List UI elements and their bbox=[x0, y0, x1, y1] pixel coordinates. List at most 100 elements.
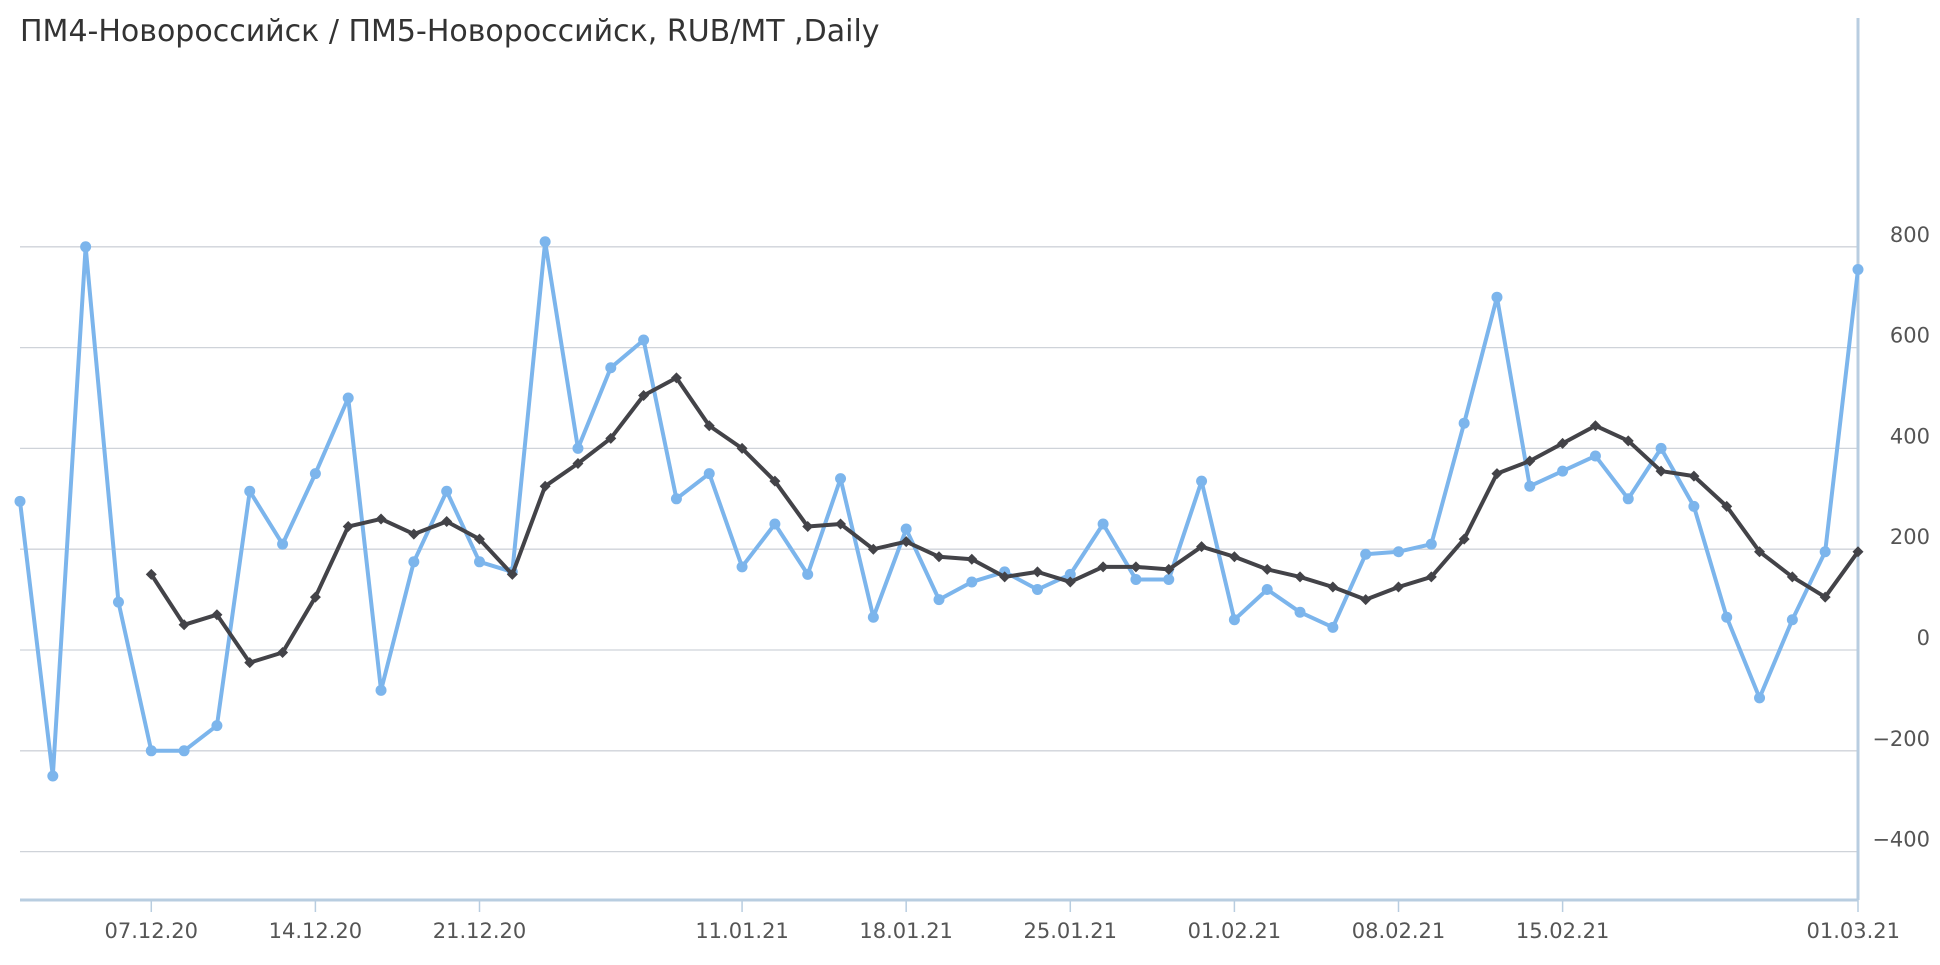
data-point bbox=[605, 432, 617, 444]
data-point bbox=[1064, 568, 1076, 580]
data-point bbox=[441, 485, 453, 497]
data-point bbox=[1524, 480, 1536, 492]
data-point bbox=[474, 556, 485, 568]
chart-title: ПМ4-Новороссийск / ПМ5-Новороссийск, RUB… bbox=[20, 14, 880, 49]
data-point bbox=[1130, 573, 1142, 585]
data-point bbox=[1589, 420, 1601, 432]
data-point bbox=[1819, 591, 1831, 603]
data-point bbox=[1031, 566, 1043, 578]
data-point bbox=[1294, 571, 1306, 583]
gridlines bbox=[20, 246, 1858, 853]
data-point bbox=[1655, 465, 1667, 477]
data-point bbox=[309, 468, 321, 480]
data-point bbox=[900, 536, 912, 548]
series-layer bbox=[14, 236, 1864, 782]
data-point bbox=[1622, 493, 1634, 505]
data-point bbox=[211, 609, 223, 621]
data-point bbox=[572, 442, 584, 454]
y-tick-label: 0 bbox=[1917, 626, 1930, 650]
x-tick-label: 01.02.21 bbox=[1188, 919, 1282, 943]
data-point bbox=[1458, 533, 1470, 545]
data-point bbox=[1852, 546, 1864, 558]
data-point bbox=[244, 485, 256, 497]
data-point bbox=[1130, 561, 1142, 573]
data-point bbox=[1327, 581, 1339, 593]
data-point bbox=[1261, 563, 1273, 575]
data-point bbox=[1360, 594, 1372, 606]
data-point bbox=[867, 611, 879, 623]
data-point bbox=[1754, 546, 1766, 558]
series-line bbox=[18, 239, 1860, 778]
data-point bbox=[1589, 450, 1601, 462]
data-point bbox=[1360, 548, 1372, 560]
y-tick-label: −400 bbox=[1872, 828, 1930, 852]
data-point bbox=[1786, 614, 1798, 626]
data-point bbox=[211, 720, 223, 732]
data-point bbox=[277, 647, 289, 659]
x-tick-label: 15.02.21 bbox=[1516, 919, 1610, 943]
data-point bbox=[1196, 541, 1208, 553]
data-point bbox=[933, 551, 945, 563]
x-tick-label: 07.12.20 bbox=[105, 919, 199, 943]
data-point bbox=[408, 556, 420, 568]
x-tick-label: 01.03.21 bbox=[1806, 919, 1900, 943]
data-point bbox=[178, 745, 190, 757]
data-point bbox=[1491, 291, 1503, 303]
data-point bbox=[1163, 573, 1175, 585]
data-point bbox=[1721, 611, 1733, 623]
y-tick-label: 200 bbox=[1890, 525, 1930, 549]
data-point bbox=[1031, 584, 1043, 596]
y-tick-label: 400 bbox=[1890, 424, 1930, 448]
x-tick-label: 14.12.20 bbox=[269, 919, 363, 943]
data-point bbox=[1819, 546, 1831, 558]
data-point bbox=[1754, 692, 1766, 704]
data-point bbox=[309, 591, 321, 603]
data-point bbox=[145, 745, 157, 757]
axes bbox=[20, 18, 1860, 912]
data-point bbox=[1393, 546, 1404, 558]
data-point bbox=[1458, 417, 1470, 429]
data-point bbox=[867, 543, 879, 555]
x-tick-label: 25.01.21 bbox=[1024, 919, 1118, 943]
tick-labels: −400 −200 0 200 400 600 800 07.12.20 14.12.20 21.… bbox=[105, 223, 1930, 943]
data-point bbox=[1622, 435, 1634, 447]
data-point bbox=[1425, 571, 1437, 583]
x-tick-label: 11.01.21 bbox=[695, 919, 789, 943]
data-point bbox=[80, 241, 92, 253]
data-point bbox=[1163, 563, 1175, 575]
data-point bbox=[1524, 455, 1536, 467]
data-point bbox=[1655, 442, 1667, 454]
data-point bbox=[244, 657, 256, 669]
data-point bbox=[900, 523, 912, 535]
data-point bbox=[703, 468, 715, 480]
data-point bbox=[506, 568, 518, 580]
data-point bbox=[1491, 468, 1503, 480]
data-point bbox=[999, 571, 1011, 583]
series-line bbox=[149, 375, 1860, 665]
data-point bbox=[1196, 475, 1208, 487]
data-point bbox=[802, 568, 814, 580]
data-point bbox=[605, 362, 617, 374]
data-point bbox=[112, 596, 124, 608]
data-point bbox=[1688, 470, 1700, 482]
x-tick-label: 08.02.21 bbox=[1352, 919, 1446, 943]
x-tick-label: 21.12.20 bbox=[433, 919, 527, 943]
data-point bbox=[638, 389, 650, 401]
data-point bbox=[670, 372, 682, 384]
data-point bbox=[474, 533, 485, 545]
data-point bbox=[277, 538, 289, 550]
data-point bbox=[1327, 621, 1339, 633]
data-point bbox=[1261, 584, 1273, 596]
x-tick-label: 18.01.21 bbox=[859, 919, 953, 943]
data-point bbox=[1097, 518, 1109, 530]
data-point bbox=[835, 473, 847, 485]
data-point bbox=[1557, 437, 1569, 449]
data-point bbox=[342, 521, 354, 533]
data-point bbox=[145, 568, 157, 580]
data-point bbox=[1557, 465, 1569, 477]
data-point bbox=[539, 480, 551, 492]
data-point bbox=[1064, 576, 1076, 588]
y-tick-label: −200 bbox=[1872, 727, 1930, 751]
data-point bbox=[539, 236, 551, 248]
data-point bbox=[1425, 538, 1437, 550]
